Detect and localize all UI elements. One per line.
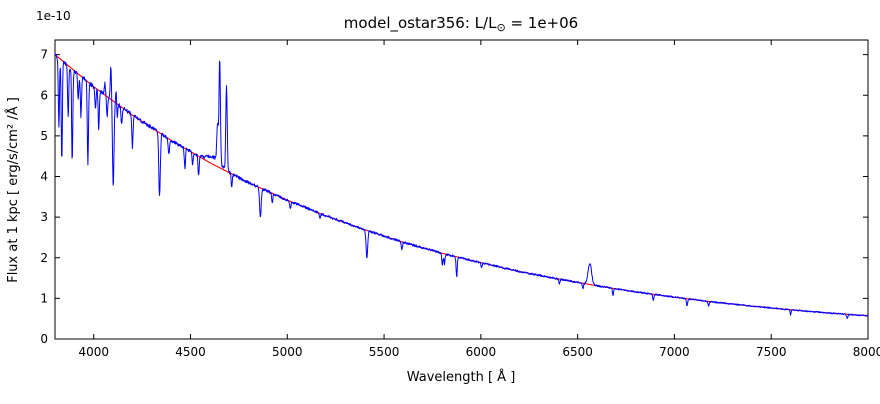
tick-label: 5500: [369, 345, 400, 359]
continuum-line: [54, 54, 869, 317]
tick-label: 5000: [272, 345, 303, 359]
tick-label: 1: [40, 291, 48, 305]
tick-label: 2: [40, 251, 48, 265]
chart-title: model_ostar356: L/L⊙ = 1e+06: [344, 14, 578, 34]
axis-ticks: [55, 40, 869, 340]
tick-label: 7000: [659, 345, 690, 359]
tick-label: 4: [40, 170, 48, 184]
spectrum-line: [54, 52, 869, 319]
chart-title-prefix: model_ostar356: L/L: [344, 14, 497, 33]
tick-label: 6500: [562, 345, 593, 359]
tick-label: 4000: [78, 345, 109, 359]
chart-title-suffix: = 1e+06: [506, 14, 579, 32]
tick-label: 7500: [756, 345, 787, 359]
sun-subscript-symbol: ⊙: [496, 21, 505, 34]
axis-tick-labels: 4000 4500 5000 5500 6000 6500 7000 7500 8000 0 1 2 3…: [40, 48, 880, 359]
tick-label: 5: [40, 129, 48, 143]
y-axis-label: Flux at 1 kpc [ erg/s/cm² /Å ]: [5, 97, 21, 283]
y-axis-offset-label: 1e-10: [36, 9, 71, 23]
tick-label: 6000: [466, 345, 497, 359]
tick-label: 0: [40, 332, 48, 346]
tick-label: 3: [40, 210, 48, 224]
tick-label: 7: [40, 48, 48, 62]
x-axis-label: Wavelength [ Å ]: [407, 369, 516, 385]
tick-label: 6: [40, 88, 48, 102]
tick-label: 8000: [853, 345, 880, 359]
axis-frame: [54, 39, 869, 340]
tick-label: 4500: [175, 345, 206, 359]
